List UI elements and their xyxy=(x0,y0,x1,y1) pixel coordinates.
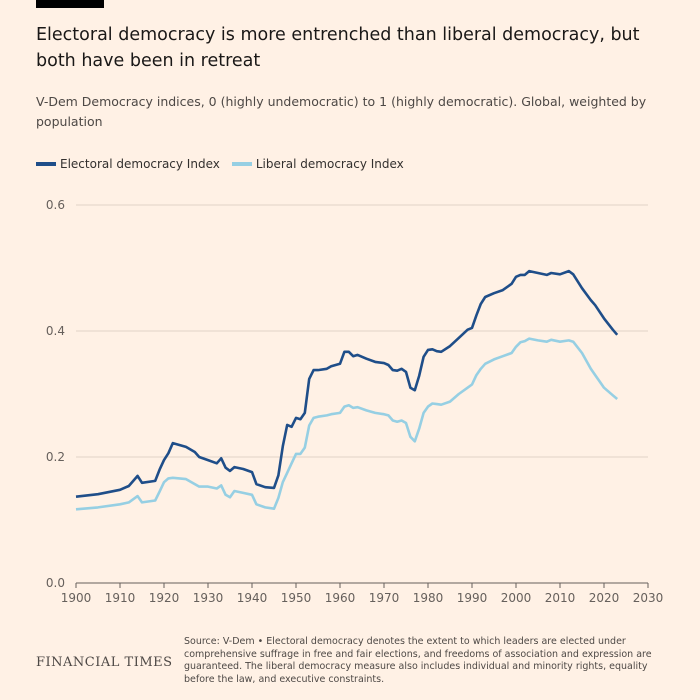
brand-bar xyxy=(36,0,104,8)
legend-item-electoral: Electoral democracy Index xyxy=(36,157,220,171)
legend-item-liberal: Liberal democracy Index xyxy=(231,157,404,171)
x-tick-label: 1980 xyxy=(413,591,444,605)
legend-label: Electoral democracy Index xyxy=(60,157,220,171)
source-note: Source: V-Dem • Electoral democracy deno… xyxy=(184,636,652,685)
legend: Electoral democracy Index Liberal democr… xyxy=(36,157,404,171)
x-tick-label: 2010 xyxy=(545,591,576,605)
x-tick-label: 2030 xyxy=(633,591,664,605)
legend-swatch xyxy=(36,162,56,166)
y-tick-label: 0.0 xyxy=(46,576,65,590)
ft-logo: FINANCIAL TIMES xyxy=(36,655,173,670)
y-tick-label: 0.2 xyxy=(46,450,65,464)
chart-subtitle: V-Dem Democracy indices, 0 (highly undem… xyxy=(36,94,647,129)
x-tick-label: 1930 xyxy=(193,591,224,605)
x-tick-label: 1900 xyxy=(61,591,92,605)
x-tick-label: 1920 xyxy=(149,591,180,605)
series-line-liberal xyxy=(75,337,619,511)
x-tick-label: 2020 xyxy=(589,591,620,605)
series-line-electoral xyxy=(75,269,619,498)
x-tick-label: 1950 xyxy=(281,591,312,605)
chart-title: Electoral democracy is more entrenched t… xyxy=(36,25,640,71)
y-tick-label: 0.6 xyxy=(46,198,65,212)
x-tick-label: 1990 xyxy=(457,591,488,605)
y-tick-label: 0.4 xyxy=(46,324,65,338)
x-tick-label: 1970 xyxy=(369,591,400,605)
x-tick-label: 2000 xyxy=(501,591,532,605)
x-tick-label: 1940 xyxy=(237,591,268,605)
legend-swatch xyxy=(231,162,252,166)
legend-label: Liberal democracy Index xyxy=(255,157,404,171)
x-tick-label: 1910 xyxy=(105,591,136,605)
x-tick-label: 1960 xyxy=(325,591,356,605)
